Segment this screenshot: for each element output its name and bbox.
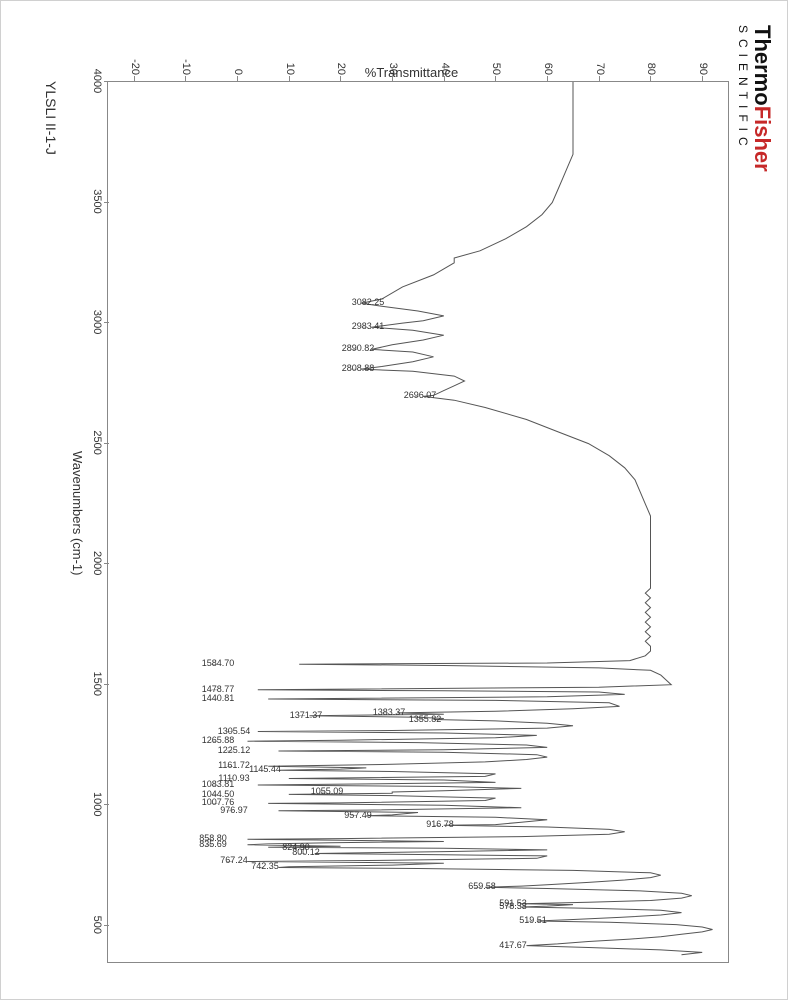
y-tick-mark <box>341 76 342 81</box>
y-tick-mark <box>496 76 497 81</box>
x-tick-mark <box>104 202 109 203</box>
x-tick: 3000 <box>91 310 103 334</box>
logo-line1: ThermoFisher <box>751 25 773 172</box>
spectrum-trace <box>108 82 728 962</box>
x-tick: 1500 <box>91 671 103 695</box>
y-tick: 80 <box>646 53 658 75</box>
x-tick-mark <box>104 322 109 323</box>
y-tick-mark <box>186 76 187 81</box>
sample-id-label: YLSLI II-1-J <box>43 81 59 155</box>
logo-word2: Fisher <box>750 106 775 172</box>
y-tick: -20 <box>129 53 141 75</box>
x-tick: 1000 <box>91 792 103 816</box>
x-tick: 2500 <box>91 430 103 454</box>
y-tick: 30 <box>387 53 399 75</box>
x-tick: 3500 <box>91 189 103 213</box>
x-tick-mark <box>104 925 109 926</box>
y-tick: 10 <box>284 53 296 75</box>
brand-logo: ThermoFisher SCIENTIFIC <box>737 25 773 172</box>
y-tick: 20 <box>336 53 348 75</box>
rotated-canvas: ThermoFisher SCIENTIFIC %Transmittance W… <box>1 1 788 1000</box>
y-tick: 90 <box>697 53 709 75</box>
x-axis-label: Wavenumbers (cm-1) <box>70 451 85 575</box>
y-tick-mark <box>599 76 600 81</box>
x-tick: 500 <box>91 916 103 934</box>
x-tick-mark <box>104 684 109 685</box>
y-tick-mark <box>392 76 393 81</box>
y-tick: 50 <box>491 53 503 75</box>
y-tick-mark <box>289 76 290 81</box>
x-tick-mark <box>104 443 109 444</box>
y-tick: 0 <box>232 53 244 75</box>
y-tick-mark <box>651 76 652 81</box>
y-tick: 70 <box>594 53 606 75</box>
x-tick-mark <box>104 804 109 805</box>
page: ThermoFisher SCIENTIFIC %Transmittance W… <box>0 0 788 1000</box>
y-tick-mark <box>547 76 548 81</box>
y-tick-mark <box>702 76 703 81</box>
y-tick-mark <box>237 76 238 81</box>
y-tick: -10 <box>181 53 193 75</box>
x-tick: 4000 <box>91 69 103 93</box>
y-tick-mark <box>444 76 445 81</box>
y-tick: 40 <box>439 53 451 75</box>
logo-line2: SCIENTIFIC <box>737 25 749 172</box>
x-tick-mark <box>104 563 109 564</box>
logo-word1: Thermo <box>750 25 775 106</box>
y-tick: 60 <box>542 53 554 75</box>
x-tick-mark <box>104 81 109 82</box>
x-tick: 2000 <box>91 551 103 575</box>
ir-spectrum-plot <box>107 81 729 963</box>
y-tick-mark <box>134 76 135 81</box>
spectrum-path <box>248 82 713 955</box>
